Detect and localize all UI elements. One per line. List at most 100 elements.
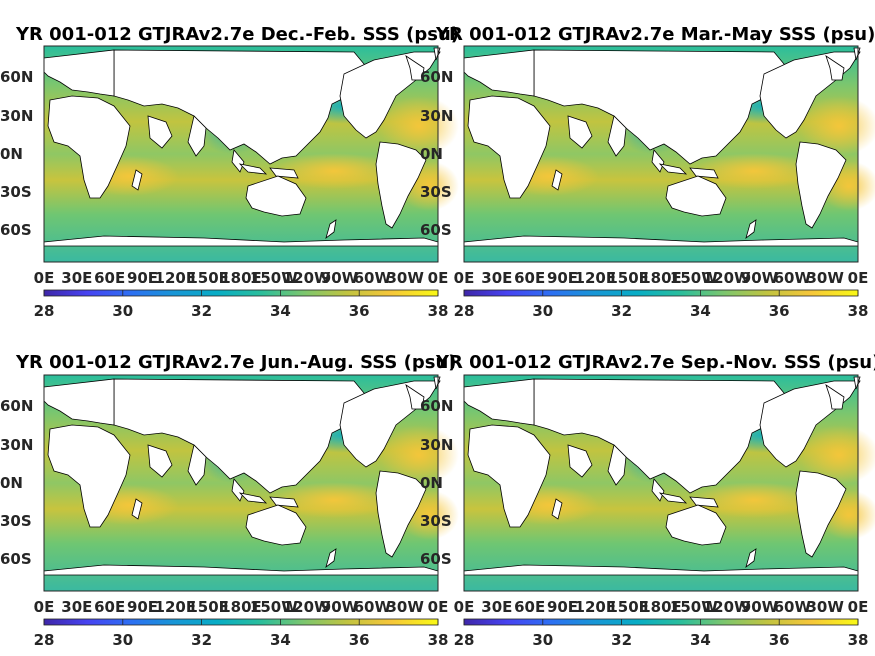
lon-tick-label: 0E — [454, 269, 475, 287]
lon-tick-label: 150W — [670, 269, 718, 287]
lat-tick-label: 0N — [0, 145, 23, 163]
lon-tick-label: 150E — [187, 269, 229, 287]
panel-title: YR 001-012 GTJRAv2.7e Dec.-Feb. SSS (psu… — [15, 24, 459, 45]
lon-tick-label: 150E — [607, 269, 649, 287]
lon-tick-label: 90E — [547, 598, 578, 616]
lat-tick-label: 0N — [0, 474, 23, 492]
lon-tick-label: 120W — [703, 269, 751, 287]
lon-tick-label: 120W — [703, 598, 751, 616]
map-panel-3: YR 001-012 GTJRAv2.7e Jun.-Aug. SSS (psu… — [0, 352, 459, 649]
lat-tick-label: 0N — [420, 474, 443, 492]
colorbar-tick-label: 32 — [611, 631, 632, 649]
panel-title: YR 001-012 GTJRAv2.7e Sep.-Nov. SSS (psu… — [435, 352, 875, 373]
lat-tick-label: 30S — [420, 183, 452, 201]
lon-tick-label: 150W — [250, 598, 298, 616]
lon-tick-label: 90W — [741, 269, 779, 287]
map-frame — [463, 45, 859, 263]
lat-tick-label: 30S — [0, 183, 32, 201]
lat-tick-label: 30N — [420, 436, 453, 454]
colorbar-tick-label: 34 — [690, 302, 711, 320]
colorbar-tick-label: 34 — [270, 631, 291, 649]
lon-tick-label: 0E — [34, 598, 55, 616]
colorbar-tick-label: 32 — [611, 302, 632, 320]
colorbar-tick-label: 38 — [848, 302, 869, 320]
lat-tick-label: 30N — [0, 436, 33, 454]
lat-tick-label: 60S — [420, 550, 452, 568]
lat-tick-label: 30N — [420, 107, 453, 125]
map-panel-4: YR 001-012 GTJRAv2.7e Sep.-Nov. SSS (psu… — [420, 352, 875, 649]
lon-tick-label: 120E — [155, 269, 197, 287]
colorbar-tick-label: 30 — [532, 631, 553, 649]
lon-tick-label: 30W — [806, 269, 844, 287]
lon-tick-label: 150W — [250, 269, 298, 287]
lon-tick-label: 0E — [428, 598, 449, 616]
lon-tick-label: 60W — [774, 269, 812, 287]
lon-tick-label: 150W — [670, 598, 718, 616]
lon-tick-label: 120E — [575, 269, 617, 287]
lon-tick-label: 60E — [514, 598, 545, 616]
lon-tick-label: 30E — [61, 598, 92, 616]
colorbar-tick-label: 36 — [769, 631, 790, 649]
colorbar: 28 30 32 34 36 38 — [454, 618, 869, 649]
colorbar-tick-label: 34 — [690, 631, 711, 649]
lon-tick-label: 30W — [806, 598, 844, 616]
colorbar-tick-label: 38 — [428, 631, 449, 649]
lon-tick-label: 120E — [575, 598, 617, 616]
lon-tick-label: 150E — [187, 598, 229, 616]
lat-tick-label: 60S — [0, 221, 32, 239]
lat-tick-label: 60N — [0, 397, 33, 415]
lon-tick-label: 30E — [481, 269, 512, 287]
lon-tick-label: 150E — [607, 598, 649, 616]
colorbar: 28 30 32 34 36 38 — [34, 618, 449, 649]
colorbar: 28 30 32 34 36 38 — [34, 289, 449, 320]
colorbar-tick-label: 32 — [191, 302, 212, 320]
colorbar-tick-label: 28 — [454, 302, 475, 320]
colorbar-tick-label: 36 — [349, 302, 370, 320]
panel-title: YR 001-012 GTJRAv2.7e Jun.-Aug. SSS (psu… — [15, 352, 457, 373]
lon-tick-label: 0E — [454, 598, 475, 616]
lon-tick-label: 60W — [774, 598, 812, 616]
colorbar-tick-label: 34 — [270, 302, 291, 320]
colorbar-tick-label: 30 — [112, 631, 133, 649]
lat-tick-label: 60S — [420, 221, 452, 239]
lat-tick-label: 60N — [0, 68, 33, 86]
colorbar: 28 30 32 34 36 38 — [454, 289, 869, 320]
lat-tick-label: 0N — [420, 145, 443, 163]
colorbar-tick-label: 38 — [848, 631, 869, 649]
colorbar-tick-label: 32 — [191, 631, 212, 649]
map-frame — [43, 45, 439, 263]
colorbar-tick-label: 30 — [112, 302, 133, 320]
lon-tick-label: 180E — [220, 269, 262, 287]
map-frame — [463, 374, 859, 592]
lon-tick-label: 120E — [155, 598, 197, 616]
lon-tick-label: 90W — [321, 598, 359, 616]
lat-tick-label: 60N — [420, 397, 453, 415]
lon-tick-label: 120W — [283, 598, 331, 616]
colorbar-tick-label: 36 — [349, 631, 370, 649]
lon-tick-label: 0E — [34, 269, 55, 287]
lon-tick-label: 0E — [848, 269, 869, 287]
lon-tick-label: 60W — [354, 598, 392, 616]
colorbar-tick-label: 28 — [34, 631, 55, 649]
lon-tick-label: 30W — [386, 269, 424, 287]
colorbar-tick-label: 36 — [769, 302, 790, 320]
lat-tick-label: 30N — [0, 107, 33, 125]
colorbar-tick-label: 28 — [34, 302, 55, 320]
lon-tick-label: 90E — [127, 269, 158, 287]
lat-tick-label: 60N — [420, 68, 453, 86]
lon-tick-label: 90E — [127, 598, 158, 616]
lon-tick-label: 180E — [220, 598, 262, 616]
lat-tick-label: 60S — [0, 550, 32, 568]
lon-tick-label: 90W — [321, 269, 359, 287]
lon-tick-label: 180E — [640, 269, 682, 287]
lon-tick-label: 60E — [514, 269, 545, 287]
lat-tick-label: 30S — [0, 512, 32, 530]
map-panel-2: YR 001-012 GTJRAv2.7e Mar.-May SSS (psu)… — [420, 24, 875, 320]
colorbar-tick-label: 38 — [428, 302, 449, 320]
lon-tick-label: 120W — [283, 269, 331, 287]
lon-tick-label: 60W — [354, 269, 392, 287]
lon-tick-label: 180E — [640, 598, 682, 616]
lon-tick-label: 0E — [428, 269, 449, 287]
lon-tick-label: 30W — [386, 598, 424, 616]
panel-title: YR 001-012 GTJRAv2.7e Mar.-May SSS (psu) — [435, 24, 875, 45]
